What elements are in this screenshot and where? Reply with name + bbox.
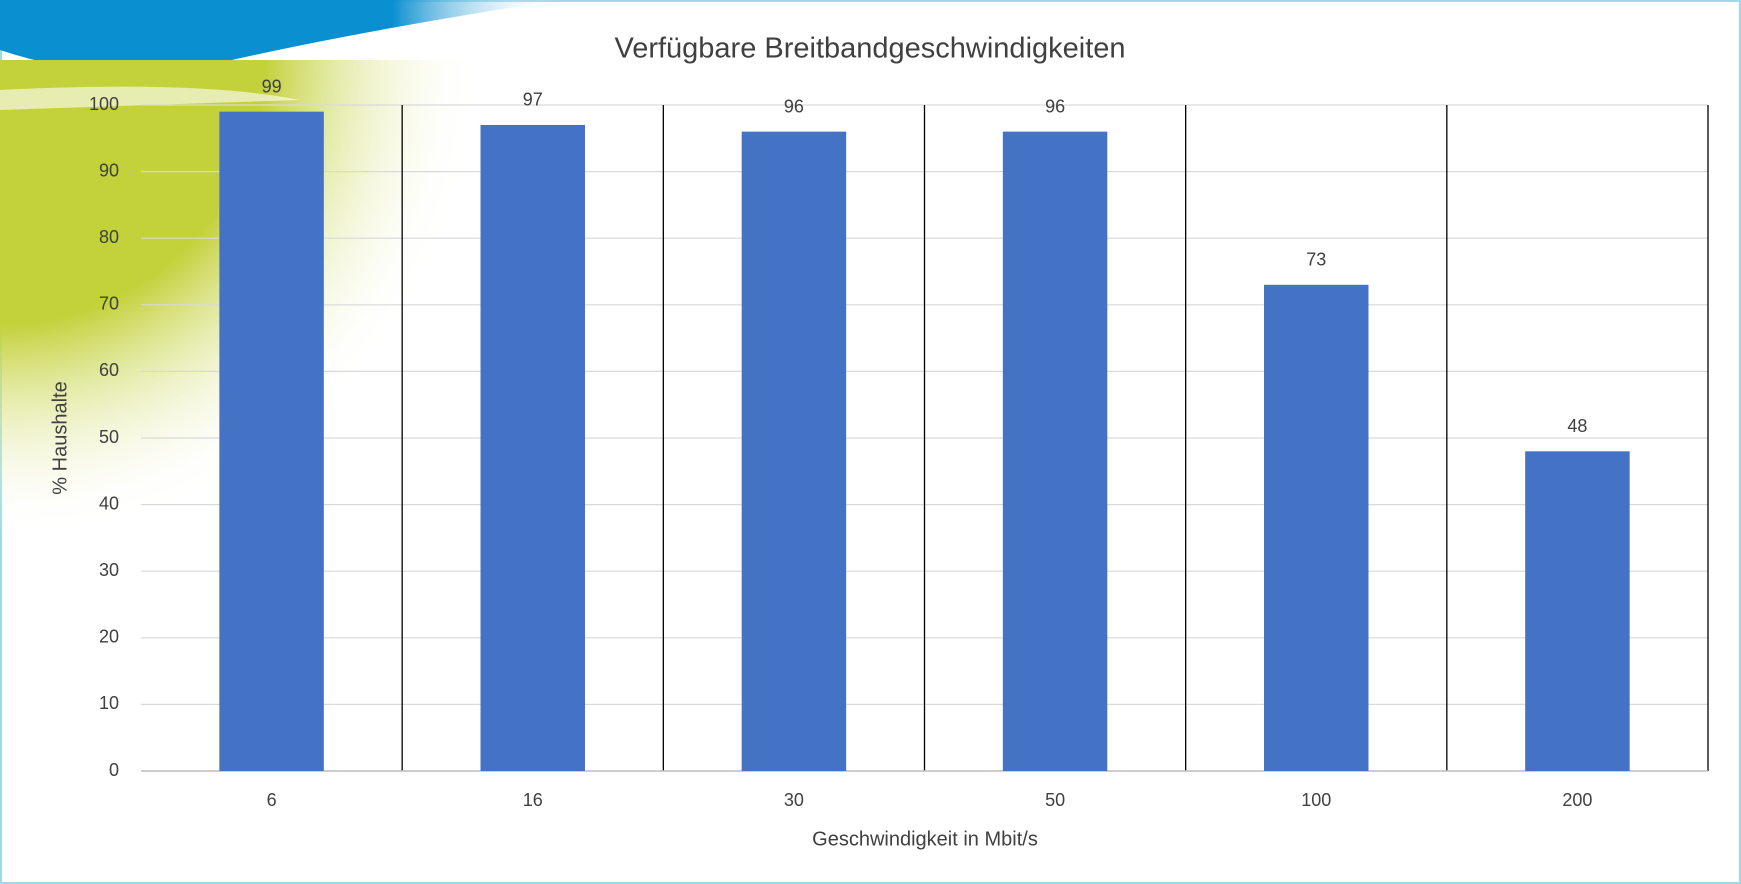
chart: Verfügbare Breitbandgeschwindigkeiten Ge… [0, 0, 1741, 884]
y-tick-label: 90 [99, 160, 119, 180]
y-tick-label: 40 [99, 493, 119, 513]
y-tick-label: 70 [99, 294, 119, 314]
bar [1525, 451, 1629, 771]
y-tick-label: 0 [109, 760, 119, 780]
chart-title: Verfügbare Breitbandgeschwindigkeiten [614, 33, 1125, 65]
data-label: 97 [523, 90, 543, 110]
page: Verfügbare Breitbandgeschwindigkeiten Ge… [0, 0, 1741, 884]
bar [219, 112, 323, 771]
x-tick-label: 200 [1562, 790, 1592, 810]
bar [1003, 132, 1107, 771]
bar [1264, 285, 1368, 771]
y-tick-label: 100 [89, 94, 119, 114]
y-axis-label: % Haushalte [49, 381, 71, 494]
x-tick-label: 50 [1045, 790, 1065, 810]
x-axis-label: Geschwindigkeit in Mbit/s [812, 828, 1038, 850]
x-tick-label: 100 [1301, 790, 1331, 810]
bar [742, 132, 846, 771]
y-tick-label: 30 [99, 560, 119, 580]
y-tick-label: 80 [99, 227, 119, 247]
y-tick-label: 20 [99, 627, 119, 647]
data-label: 73 [1306, 250, 1326, 270]
data-label: 96 [784, 96, 804, 116]
x-tick-label: 30 [784, 790, 804, 810]
y-tick-label: 60 [99, 360, 119, 380]
data-label: 99 [262, 76, 282, 96]
data-label: 48 [1567, 416, 1587, 436]
x-tick-label: 16 [523, 790, 543, 810]
x-tick-label: 6 [267, 790, 277, 810]
y-tick-label: 50 [99, 427, 119, 447]
y-tick-label: 10 [99, 693, 119, 713]
data-label: 96 [1045, 96, 1065, 116]
bar [481, 125, 585, 771]
